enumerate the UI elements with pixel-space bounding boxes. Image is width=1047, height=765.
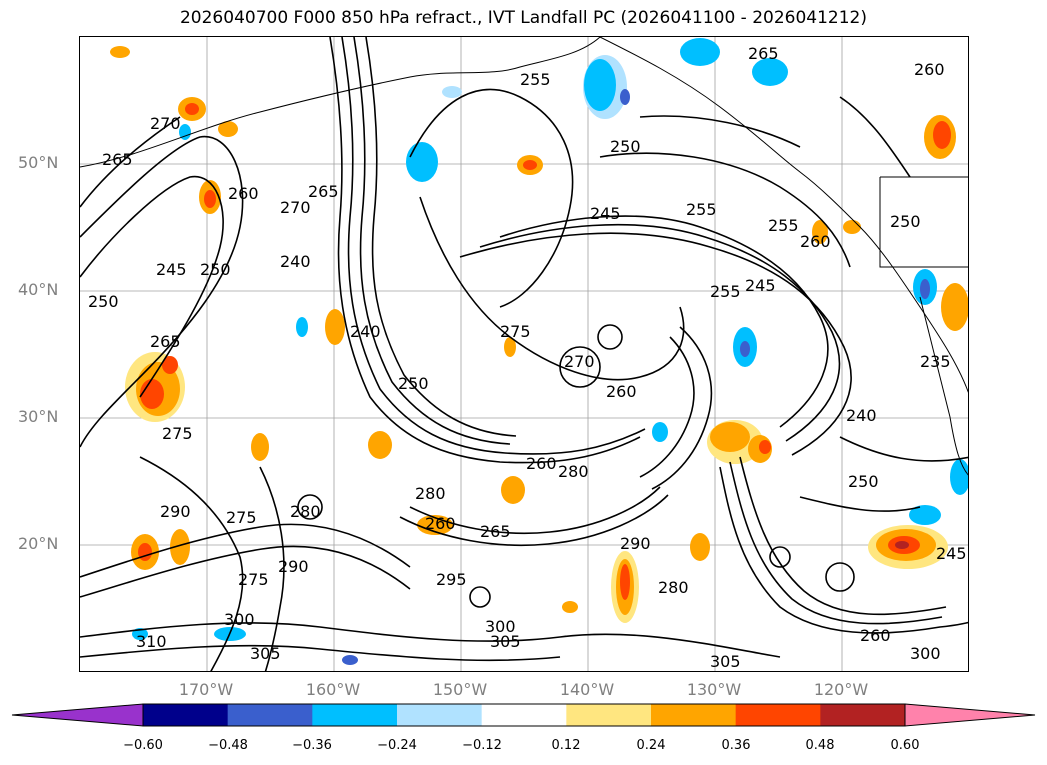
map-canvas: 255 265 260 270 265 250 260 270 265 245 … xyxy=(80,37,968,671)
colorbar-tick: −0.36 xyxy=(292,738,332,753)
contour-label: 275 xyxy=(162,424,193,443)
colorbar-segment xyxy=(143,704,229,726)
contour-label: 300 xyxy=(910,644,941,663)
contour-label: 250 xyxy=(890,212,921,231)
colorbar-segment xyxy=(397,704,483,726)
contour-label: 310 xyxy=(136,632,167,651)
contour-label: 240 xyxy=(846,406,877,425)
contour-label: 260 xyxy=(228,184,259,203)
lat-label-30n: 30°N xyxy=(18,407,59,426)
contour-label: 290 xyxy=(160,502,191,521)
contour-label: 255 xyxy=(520,70,551,89)
lat-label-40n: 40°N xyxy=(18,280,59,299)
contour-label: 260 xyxy=(800,232,831,251)
contour-label: 260 xyxy=(425,514,456,533)
contour-label: 260 xyxy=(606,382,637,401)
colorbar-tick: −0.12 xyxy=(462,738,502,753)
colorbar-tick: −0.48 xyxy=(208,738,248,753)
colorbar-segment xyxy=(651,704,737,726)
colorbar-segment xyxy=(735,704,821,726)
contour-label: 245 xyxy=(156,260,187,279)
contour-label: 280 xyxy=(415,484,446,503)
contour-label: 250 xyxy=(610,137,641,156)
contour-label: 265 xyxy=(748,44,779,63)
contour-label: 240 xyxy=(350,322,381,341)
contour-label: 300 xyxy=(485,617,516,636)
contour-label: 235 xyxy=(920,352,951,371)
colorbar-tick: 0.48 xyxy=(805,738,835,753)
contour-label: 255 xyxy=(768,216,799,235)
contour-label: 245 xyxy=(590,204,621,223)
contour-label: 245 xyxy=(936,544,967,563)
contour-label: 280 xyxy=(558,462,589,481)
contour-labels: 255 265 260 270 265 250 260 270 265 245 … xyxy=(88,44,967,671)
contour-label: 265 xyxy=(480,522,511,541)
contour-label: 270 xyxy=(564,352,595,371)
contour-label: 265 xyxy=(308,182,339,201)
contour-label: 280 xyxy=(658,578,689,597)
contour-label: 240 xyxy=(280,252,311,271)
contour-label: 275 xyxy=(500,322,531,341)
contour-label: 260 xyxy=(526,454,557,473)
contour-label: 260 xyxy=(860,626,891,645)
graticule xyxy=(80,37,968,671)
lon-label-150w: 150°W xyxy=(432,680,488,699)
colorbar-segment xyxy=(820,704,906,726)
colorbar-segment xyxy=(312,704,398,726)
contour-label: 250 xyxy=(848,472,879,491)
lon-label-130w: 130°W xyxy=(686,680,742,699)
colorbar-segment xyxy=(227,704,313,726)
colorbar-extend-min xyxy=(11,703,144,727)
contour-label: 245 xyxy=(745,276,776,295)
contour-label: 290 xyxy=(620,534,651,553)
contour-label: 275 xyxy=(226,508,257,527)
contour-label: 260 xyxy=(914,60,945,79)
colorbar-tick: −0.24 xyxy=(377,738,417,753)
contour-label: 295 xyxy=(436,570,467,589)
colorbar-tick: 0.60 xyxy=(890,738,920,753)
colorbar-segment xyxy=(566,704,652,726)
lon-label-160w: 160°W xyxy=(305,680,361,699)
contour-label: 280 xyxy=(290,502,321,521)
colorbar-tick: 0.12 xyxy=(551,738,581,753)
contour-label: 265 xyxy=(150,332,181,351)
contour-label: 300 xyxy=(224,610,255,629)
contour-label: 305 xyxy=(250,644,281,663)
contour-label: 265 xyxy=(102,150,133,169)
filled-anomalies xyxy=(110,38,968,665)
contour-label: 275 xyxy=(238,570,269,589)
lon-label-170w: 170°W xyxy=(178,680,234,699)
contour-label: 305 xyxy=(490,632,521,651)
colorbar-tick: 0.24 xyxy=(636,738,666,753)
lon-label-120w: 120°W xyxy=(813,680,869,699)
contour-label: 290 xyxy=(278,557,309,576)
contour-label: 250 xyxy=(88,292,119,311)
colorbar-tick: 0.36 xyxy=(721,738,751,753)
coastlines xyxy=(80,37,968,476)
map-panel: 255 265 260 270 265 250 260 270 265 245 … xyxy=(79,36,969,672)
contour-label: 250 xyxy=(398,374,429,393)
contour-label: 305 xyxy=(710,652,741,671)
contour-label: 255 xyxy=(710,282,741,301)
lat-label-50n: 50°N xyxy=(18,153,59,172)
contour-label: 255 xyxy=(686,200,717,219)
contour-label: 250 xyxy=(200,260,231,279)
map-title: 2026040700 F000 850 hPa refract., IVT La… xyxy=(179,8,867,28)
colorbar xyxy=(11,703,1036,727)
lat-label-20n: 20°N xyxy=(18,534,59,553)
contour-lines xyxy=(80,37,968,671)
colorbar-extend-max xyxy=(904,703,1036,727)
contour-label: 270 xyxy=(150,114,181,133)
lon-label-140w: 140°W xyxy=(559,680,615,699)
colorbar-tick: −0.60 xyxy=(123,738,163,753)
colorbar-segment xyxy=(481,704,567,726)
contour-label: 270 xyxy=(280,198,311,217)
